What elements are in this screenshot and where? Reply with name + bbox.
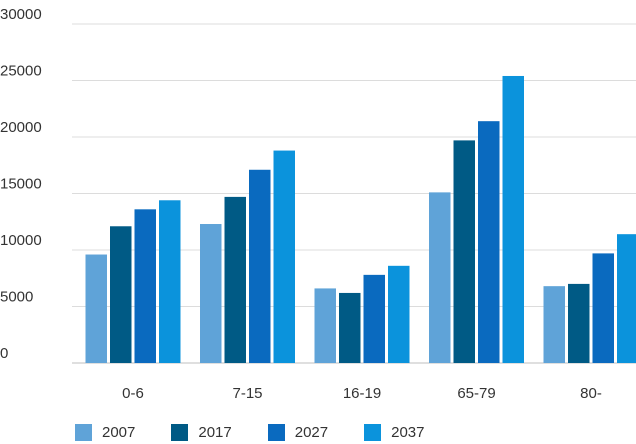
legend-swatch: [171, 424, 189, 441]
bar-2037-16-19: [388, 265, 410, 363]
y-tick-label: 0: [0, 345, 8, 362]
y-axis: 0 5000 10000 15000 20000 25000 30000: [0, 6, 42, 362]
bar-2007-16-19: [314, 288, 336, 363]
bar-2037-65-79: [502, 75, 524, 363]
x-axis: 0-6 7-15 16-19 65-79 80-: [122, 385, 602, 402]
bar-2027-0-6: [134, 209, 156, 363]
legend-swatch: [75, 424, 92, 441]
legend: 2007 2017 2027 2037: [75, 424, 461, 441]
legend-swatch: [267, 424, 285, 441]
legend-item-2027: 2027: [267, 424, 329, 441]
y-tick-label: 30000: [0, 6, 42, 23]
y-tick-label: 20000: [0, 119, 42, 136]
x-tick-label: 7-15: [232, 385, 262, 402]
y-tick-label: 25000: [0, 63, 42, 80]
bar-2007-80-: [543, 286, 565, 363]
legend-label: 2007: [102, 424, 136, 441]
y-tick-label: 10000: [0, 232, 42, 249]
bar-2037-80-: [617, 234, 636, 363]
bar-2027-80-: [592, 253, 614, 363]
legend-label: 2027: [294, 424, 329, 441]
x-tick-label: 0-6: [122, 385, 144, 402]
legend-swatch: [364, 424, 382, 441]
x-tick-label: 16-19: [343, 385, 381, 402]
bar-2027-65-79: [478, 121, 500, 364]
bar-2017-7-15: [224, 196, 246, 363]
bars: [85, 75, 636, 364]
legend-label: 2037: [391, 424, 425, 441]
x-tick-label: 65-79: [457, 385, 495, 402]
bar-2007-0-6: [85, 254, 107, 363]
y-tick-label: 15000: [0, 176, 42, 193]
y-tick-label: 5000: [0, 289, 33, 306]
legend-item-2017: 2017: [171, 424, 232, 441]
bar-2007-7-15: [200, 224, 222, 363]
bar-2017-16-19: [339, 292, 361, 363]
bar-2017-0-6: [110, 226, 132, 363]
bar-2017-80-: [568, 283, 590, 363]
legend-item-2007: 2007: [75, 424, 135, 441]
bar-2007-65-79: [429, 192, 451, 363]
bar-2027-16-19: [363, 274, 385, 363]
bar-2037-0-6: [159, 200, 181, 363]
bar-2027-7-15: [249, 169, 271, 363]
bar-2017-65-79: [453, 140, 475, 363]
legend-label: 2017: [198, 424, 232, 441]
bar-2037-7-15: [273, 150, 295, 363]
x-tick-label: 80-: [580, 385, 602, 402]
legend-item-2037: 2037: [364, 424, 425, 441]
